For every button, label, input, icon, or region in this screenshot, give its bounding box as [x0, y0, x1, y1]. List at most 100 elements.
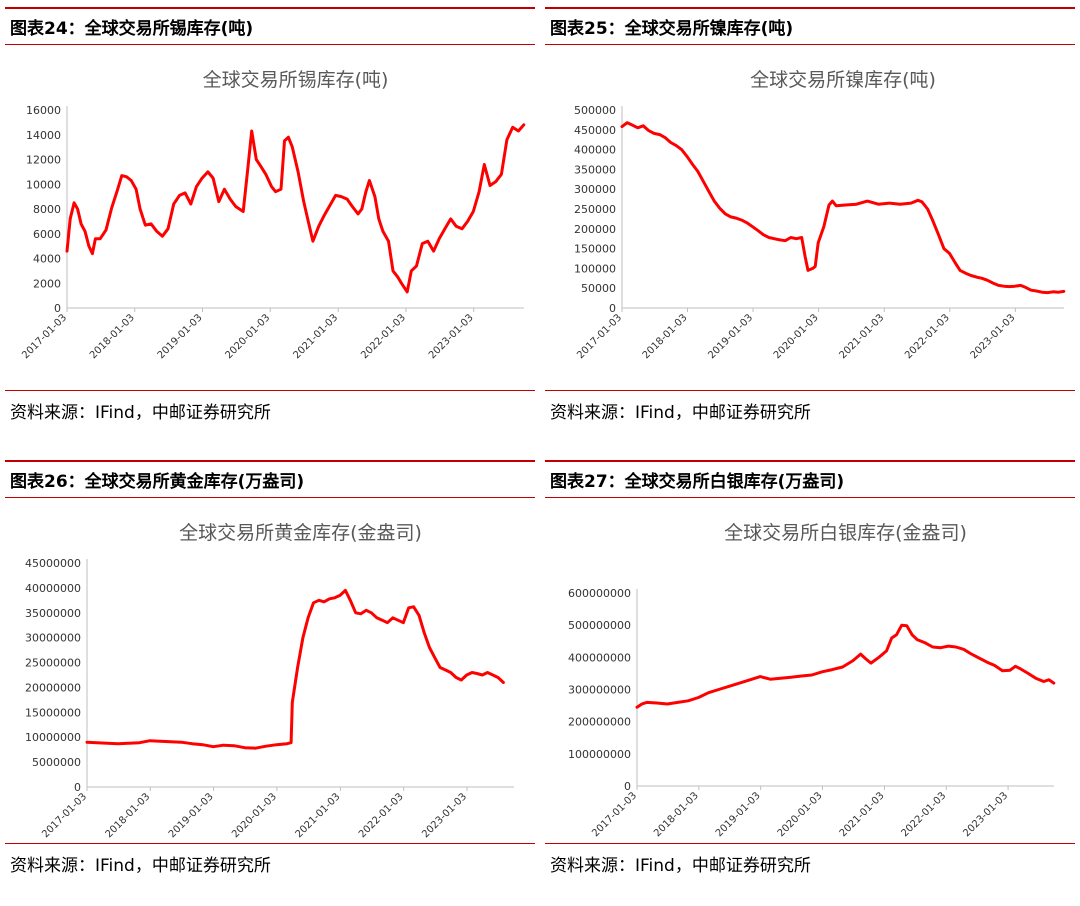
line-chart: 全球交易所镍库存(吨) 0 50000 100000 150000 200000 25000…: [574, 69, 1066, 361]
y-tick-label: 5000000: [32, 756, 81, 769]
figure-label: 图表26：全球交易所黄金库存(万盎司): [10, 472, 305, 492]
chart-panel: 图表24：全球交易所锡库存(吨) 全球交易所锡库存(吨) 0 2000 4000 600…: [0, 0, 540, 453]
x-tick-label: 2020-01-03: [772, 312, 821, 361]
y-tick-label: 12000: [26, 154, 61, 167]
line-chart: 全球交易所白银库存(金盎司) 0 100000000 200000000 3000000…: [568, 522, 1056, 839]
x-tick-label: 2017-01-03: [575, 312, 624, 361]
line-chart: 全球交易所黄金库存(金盎司) 0 5000000 10000000 15000000 20…: [25, 522, 514, 840]
series-line: [620, 121, 1066, 295]
x-tick-label: 2019-01-03: [706, 312, 755, 361]
chart-title: 全球交易所镍库存(吨): [750, 69, 936, 91]
x-tick-label: 2017-01-03: [20, 312, 69, 361]
x-tick-label: 2018-01-03: [652, 790, 701, 839]
y-tick-label: 0: [54, 302, 61, 315]
y-tick-label: 35000000: [25, 607, 81, 620]
y-tick-label: 40000000: [25, 582, 81, 595]
y-tick-label: 100000: [574, 262, 616, 275]
series-line: [65, 123, 526, 294]
source-note: 资料来源：IFind，中邮证券研究所: [550, 403, 811, 423]
x-tick-label: 2021-01-03: [294, 791, 343, 840]
x-tick-label: 2022-01-03: [357, 791, 406, 840]
x-tick-label: 2021-01-03: [838, 790, 887, 839]
chart-panel: 图表27：全球交易所白银库存(万盎司) 全球交易所白银库存(金盎司) 0 10000…: [540, 453, 1080, 906]
y-tick-label: 20000000: [25, 681, 81, 694]
y-tick-label: 2000: [33, 277, 61, 290]
y-tick-label: 200000: [574, 223, 616, 236]
x-tick-label: 2019-01-03: [714, 790, 763, 839]
chart-title: 全球交易所黄金库存(金盎司): [179, 522, 422, 544]
x-tick-label: 2019-01-03: [156, 312, 205, 361]
figure-label: 图表27：全球交易所白银库存(万盎司): [550, 472, 845, 492]
bottom-rule: [5, 390, 535, 391]
y-tick-label: 150000: [574, 243, 616, 256]
source-note: 资料来源：IFind，中邮证券研究所: [550, 856, 811, 876]
y-tick-label: 6000: [33, 228, 61, 241]
x-tick-label: 2022-01-03: [359, 312, 408, 361]
x-tick-label: 2017-01-03: [40, 791, 89, 840]
y-tick-label: 25000000: [25, 657, 81, 670]
title-rule: [545, 497, 1075, 498]
y-tick-label: 200000000: [568, 716, 631, 729]
y-tick-label: 16000: [26, 104, 61, 117]
x-tick-label: 2018-01-03: [641, 312, 690, 361]
chart-title: 全球交易所白银库存(金盎司): [724, 522, 967, 544]
y-tick-label: 0: [609, 302, 616, 315]
y-tick-label: 14000: [26, 129, 61, 142]
x-tick-label: 2023-01-03: [961, 790, 1010, 839]
x-tick-label: 2019-01-03: [167, 791, 216, 840]
figure-label: 图表25：全球交易所镍库存(吨): [550, 19, 794, 39]
line-chart: 全球交易所锡库存(吨) 0 2000 4000 6000 8000 10000 12000 14…: [20, 69, 526, 361]
chart-title: 全球交易所锡库存(吨): [203, 69, 389, 91]
y-tick-label: 15000000: [25, 706, 81, 719]
x-tick-label: 2020-01-03: [230, 791, 279, 840]
x-tick-label: 2021-01-03: [838, 312, 887, 361]
y-tick-label: 500000: [574, 104, 616, 117]
y-tick-label: 300000: [574, 183, 616, 196]
y-tick-label: 450000: [574, 124, 616, 137]
y-tick-label: 45000000: [25, 557, 81, 570]
x-tick-label: 2023-01-03: [427, 312, 476, 361]
y-tick-label: 0: [624, 780, 631, 793]
y-tick-label: 600000000: [568, 587, 631, 600]
x-tick-label: 2023-01-03: [420, 791, 469, 840]
y-tick-label: 10000000: [25, 731, 81, 744]
figure-label: 图表24：全球交易所锡库存(吨): [10, 19, 254, 39]
series-line: [85, 588, 505, 750]
y-tick-label: 350000: [574, 163, 616, 176]
title-rule: [545, 44, 1075, 45]
y-tick-label: 30000000: [25, 632, 81, 645]
y-tick-label: 400000000: [568, 651, 631, 664]
bottom-rule: [545, 843, 1075, 844]
source-note: 资料来源：IFind，中邮证券研究所: [10, 403, 271, 423]
bottom-rule: [545, 390, 1075, 391]
x-tick-label: 2022-01-03: [903, 312, 952, 361]
title-rule: [5, 44, 535, 45]
x-tick-label: 2018-01-03: [88, 312, 137, 361]
x-tick-label: 2021-01-03: [291, 312, 340, 361]
y-tick-label: 500000000: [568, 619, 631, 632]
y-tick-label: 10000: [26, 178, 61, 191]
y-tick-label: 8000: [33, 203, 61, 216]
top-rule: [5, 7, 535, 9]
top-rule: [545, 7, 1075, 9]
chart-panel: 图表26：全球交易所黄金库存(万盎司) 全球交易所黄金库存(金盎司) 0 50000…: [0, 453, 540, 906]
top-rule: [545, 460, 1075, 462]
chart-panel: 图表25：全球交易所镍库存(吨) 全球交易所镍库存(吨) 0 50000 100000…: [540, 0, 1080, 453]
y-tick-label: 250000: [574, 203, 616, 216]
y-tick-label: 0: [74, 781, 81, 794]
title-rule: [5, 497, 535, 498]
x-tick-label: 2020-01-03: [223, 312, 272, 361]
y-tick-label: 50000: [581, 282, 616, 295]
x-tick-label: 2018-01-03: [104, 791, 153, 840]
y-tick-label: 300000000: [568, 684, 631, 697]
source-note: 资料来源：IFind，中邮证券研究所: [10, 856, 271, 876]
top-rule: [5, 460, 535, 462]
y-tick-label: 400000: [574, 144, 616, 157]
y-tick-label: 4000: [33, 253, 61, 266]
x-tick-label: 2023-01-03: [969, 312, 1018, 361]
series-line: [635, 623, 1056, 709]
x-tick-label: 2017-01-03: [590, 790, 639, 839]
bottom-rule: [5, 843, 535, 844]
x-tick-label: 2022-01-03: [900, 790, 949, 839]
x-tick-label: 2020-01-03: [776, 790, 825, 839]
